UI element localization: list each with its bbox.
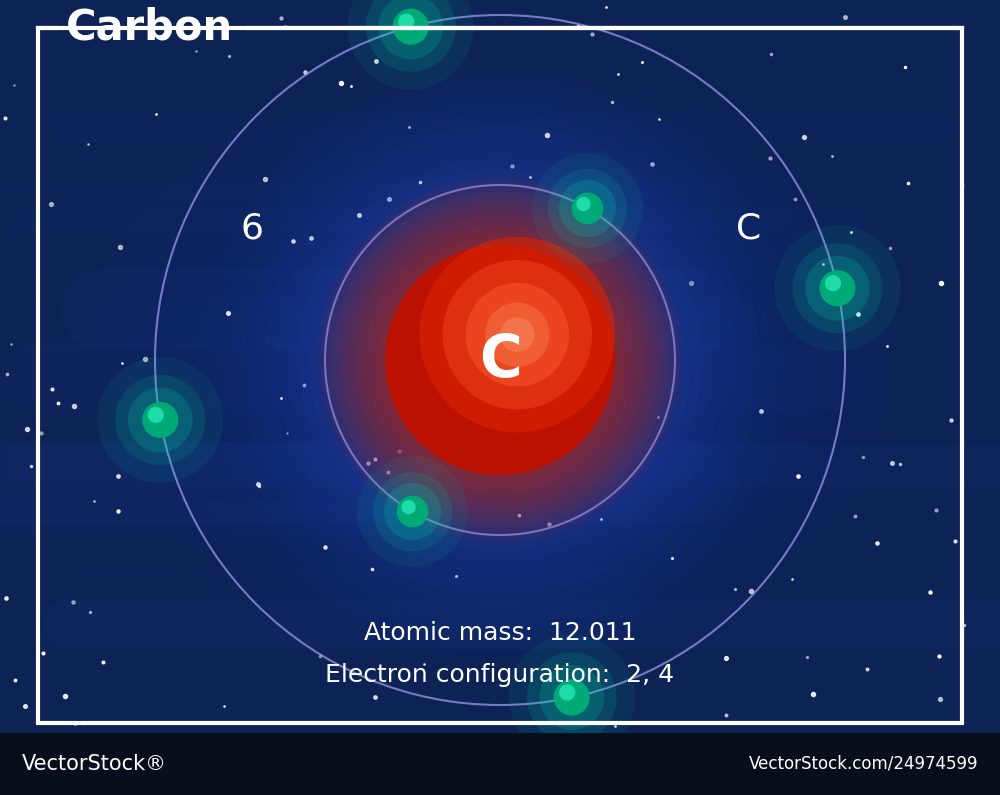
Circle shape — [316, 176, 684, 544]
Text: Electron configuration:  2, 4: Electron configuration: 2, 4 — [325, 663, 675, 687]
Circle shape — [548, 169, 627, 248]
Circle shape — [500, 317, 534, 352]
Bar — [0, 733, 1000, 795]
Circle shape — [115, 375, 205, 465]
Circle shape — [365, 225, 635, 494]
Circle shape — [442, 260, 592, 409]
Circle shape — [378, 0, 443, 59]
Circle shape — [357, 456, 468, 567]
Circle shape — [539, 665, 604, 730]
Circle shape — [398, 14, 414, 30]
Text: Carbon: Carbon — [66, 7, 233, 49]
Circle shape — [480, 340, 520, 380]
Circle shape — [805, 256, 870, 320]
Circle shape — [366, 0, 456, 72]
Text: VectorStock.com/24974599: VectorStock.com/24974599 — [748, 755, 978, 773]
Circle shape — [351, 211, 650, 510]
Circle shape — [401, 500, 416, 514]
Circle shape — [375, 235, 625, 485]
Circle shape — [485, 303, 549, 367]
Circle shape — [532, 153, 643, 264]
Circle shape — [774, 225, 900, 351]
Circle shape — [393, 9, 429, 45]
Circle shape — [142, 402, 178, 438]
Circle shape — [341, 200, 659, 519]
Circle shape — [572, 192, 603, 224]
Text: VectorStock®: VectorStock® — [22, 754, 167, 774]
Circle shape — [380, 240, 620, 480]
Circle shape — [384, 483, 441, 540]
Circle shape — [446, 306, 554, 414]
Circle shape — [554, 680, 590, 716]
Text: C: C — [736, 212, 761, 246]
Circle shape — [355, 215, 645, 505]
Circle shape — [128, 387, 193, 452]
Circle shape — [469, 328, 531, 391]
Circle shape — [346, 206, 654, 514]
Circle shape — [434, 294, 566, 425]
Circle shape — [825, 275, 841, 291]
Circle shape — [326, 186, 674, 534]
Bar — [38, 28, 962, 723]
Circle shape — [576, 197, 591, 211]
Circle shape — [397, 496, 428, 527]
Text: C: C — [479, 332, 521, 389]
Circle shape — [331, 191, 669, 529]
Circle shape — [385, 245, 615, 475]
Circle shape — [466, 283, 569, 386]
Circle shape — [792, 243, 882, 333]
Circle shape — [360, 220, 640, 499]
Circle shape — [373, 472, 452, 551]
Circle shape — [509, 634, 635, 761]
Circle shape — [559, 684, 575, 700]
Circle shape — [457, 317, 543, 403]
Circle shape — [370, 231, 630, 490]
Text: Atomic mass:  12.011: Atomic mass: 12.011 — [364, 621, 636, 645]
Circle shape — [348, 0, 474, 90]
Circle shape — [97, 357, 223, 483]
Circle shape — [423, 283, 577, 437]
Circle shape — [527, 653, 617, 743]
Circle shape — [819, 270, 855, 306]
Circle shape — [420, 237, 615, 432]
Circle shape — [559, 180, 616, 237]
Text: 6: 6 — [240, 212, 263, 246]
Circle shape — [321, 181, 679, 539]
Circle shape — [336, 196, 664, 524]
Circle shape — [385, 245, 615, 475]
Circle shape — [148, 407, 164, 423]
